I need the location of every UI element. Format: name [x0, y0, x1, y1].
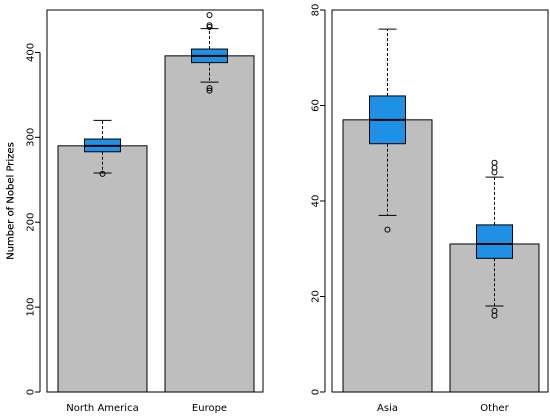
x-tick-label: Europe	[192, 403, 227, 414]
y-tick-label: 300	[26, 128, 37, 147]
outlier-point	[491, 164, 498, 171]
outlier-point	[206, 85, 213, 92]
y-tick-label: 200	[26, 213, 37, 232]
outlier-point	[206, 23, 213, 30]
outlier-point	[491, 159, 498, 166]
y-tick-label: 20	[311, 290, 322, 303]
plot-frame	[331, 9, 549, 393]
box	[476, 224, 513, 259]
outlier-point	[384, 226, 391, 233]
x-tick-label: Asia	[377, 403, 398, 414]
left-panel: 0 100 200 300 400 Number of Nobel Prizes North…	[6, 9, 264, 414]
y-tick-label: 0	[26, 389, 37, 395]
y-tick-label: 40	[311, 195, 322, 208]
y-tick-label: 0	[311, 389, 322, 395]
outlier-point	[99, 170, 106, 177]
y-tick-label: 100	[26, 298, 37, 317]
bar	[57, 145, 148, 393]
x-tick-label: North America	[66, 403, 138, 414]
y-tick-label: 60	[311, 99, 322, 112]
plot-frame	[46, 9, 264, 393]
bar	[164, 55, 255, 393]
outlier-point	[491, 307, 498, 314]
outlier-point	[206, 22, 213, 29]
outlier-point	[491, 169, 498, 176]
x-tick-label: Other	[480, 403, 509, 414]
y-tick-label: 80	[311, 4, 322, 17]
y-axis-label: Number of Nobel Prizes	[6, 142, 17, 260]
y-axis-label: Number of Nobel Prizes	[6, 142, 17, 260]
right-panel: 0 20 40 60 80 Number of Nobel Prizes Asia Other	[6, 4, 549, 414]
outlier-point	[206, 87, 213, 94]
y-tick-label: 400	[26, 43, 37, 62]
outlier-point	[206, 12, 213, 19]
